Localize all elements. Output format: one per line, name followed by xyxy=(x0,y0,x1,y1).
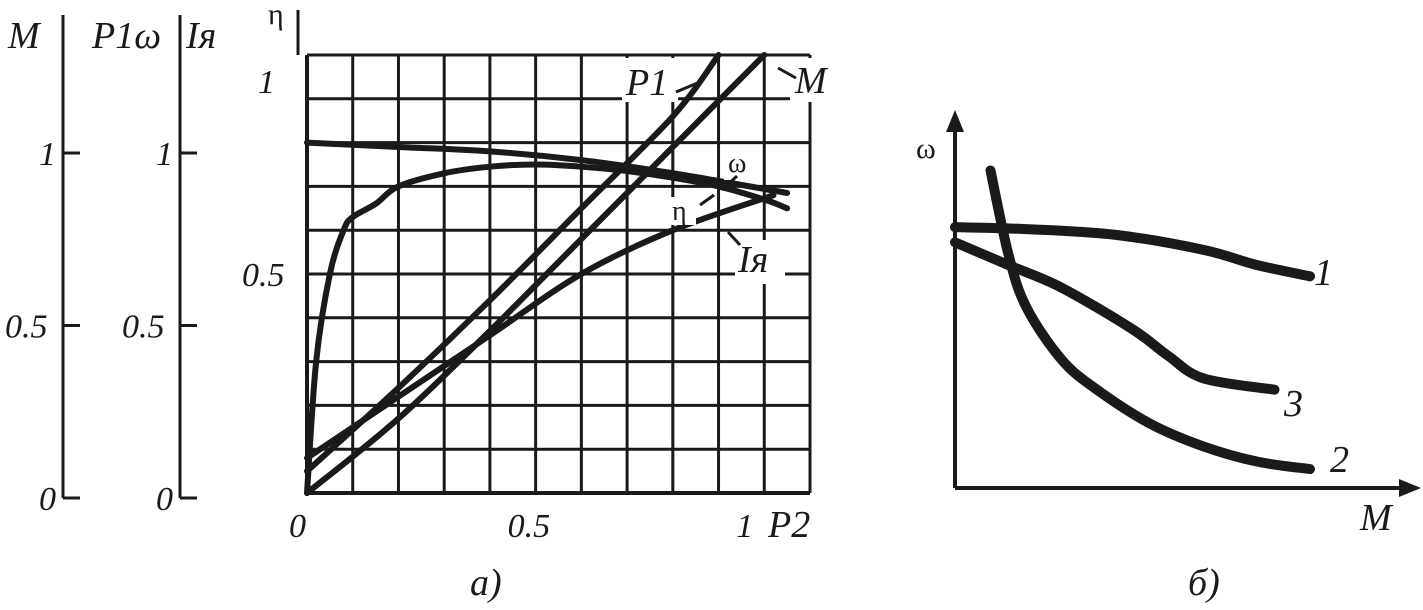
label-curve-1: 1 xyxy=(1314,252,1333,294)
curves-b xyxy=(950,165,1315,475)
x-tick-label: 0.5 xyxy=(508,508,551,545)
legend-chip-m xyxy=(790,58,838,102)
scale-label-iya: Iя xyxy=(185,15,216,57)
curves-a xyxy=(304,52,791,496)
curve-b-2 xyxy=(985,165,1315,475)
legend-chip-iya xyxy=(735,240,785,284)
curve-a-1 xyxy=(304,161,791,496)
curve-a-3 xyxy=(304,52,768,496)
curve-b-1 xyxy=(950,222,1315,282)
scale-label-eta: η xyxy=(268,0,284,31)
curve-a-2 xyxy=(304,52,722,475)
legend-chip-omega xyxy=(724,150,758,180)
axis-b-x-arrow xyxy=(1399,479,1421,497)
panel-b: ω M 1 3 2 б) xyxy=(916,110,1421,604)
x-tick-label: 1 xyxy=(736,508,753,545)
scale-tick-label: 0 xyxy=(156,481,173,518)
leader-eta xyxy=(699,193,715,207)
scale-tick-label: 0 xyxy=(39,481,56,518)
grid-a: 0 0.5 1 xyxy=(289,53,812,545)
panel-label-a: a) xyxy=(470,562,502,604)
curve-a-4 xyxy=(304,192,777,461)
scale-tick-label: 0.5 xyxy=(5,309,48,346)
legend-chip-eta xyxy=(668,197,696,225)
axis-b-y-arrow xyxy=(946,110,964,132)
xlabel-a: P2 xyxy=(767,504,810,546)
label-m: M xyxy=(794,60,829,102)
xlabel-b: M xyxy=(1359,497,1394,539)
leader-iya xyxy=(726,230,742,247)
eta-tick-label: 0.5 xyxy=(242,257,285,294)
curve-b-3 xyxy=(950,237,1280,395)
label-curve-3: 3 xyxy=(1283,383,1303,425)
x-tick-label: 0 xyxy=(289,508,306,545)
leader-p1 xyxy=(675,80,701,94)
scale-tick-label: 0.5 xyxy=(122,309,165,346)
scale-label-p1w: P1ω xyxy=(91,15,161,57)
panel-label-b: б) xyxy=(1188,562,1220,604)
label-eta: η xyxy=(672,196,687,227)
label-omega: ω xyxy=(728,148,746,179)
label-iya: Iя xyxy=(737,239,768,281)
ylabel-b: ω xyxy=(916,132,936,165)
scale-tick-label: 1 xyxy=(156,136,173,173)
label-curve-2: 2 xyxy=(1330,439,1349,481)
scales-a: 0 0.5 1 0 0.5 1 M P1ω Iя η 0.5 1 xyxy=(5,0,300,518)
scale-label-m: M xyxy=(7,15,42,57)
label-p1: P1 xyxy=(625,62,668,104)
leader-m xyxy=(777,66,797,80)
eta-tick-label: 1 xyxy=(258,64,275,101)
leader-omega xyxy=(720,174,739,192)
legend-chip-p1 xyxy=(622,58,678,102)
curve-a-0 xyxy=(304,139,791,196)
scale-tick-label: 1 xyxy=(39,136,56,173)
